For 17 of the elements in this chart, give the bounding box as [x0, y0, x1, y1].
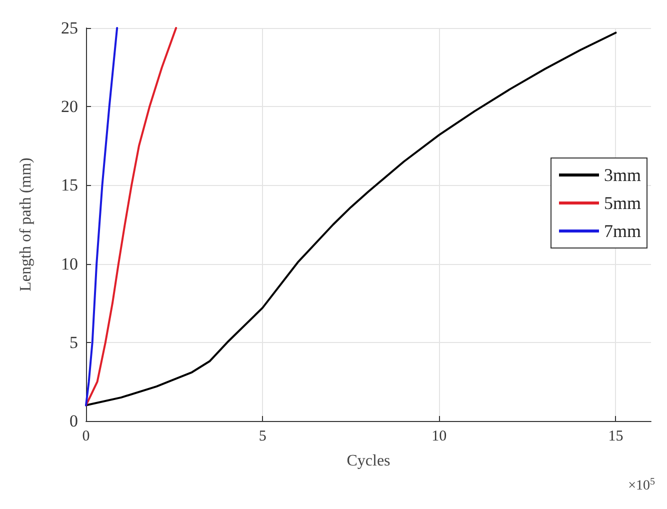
x-axis-title: Cycles [346, 452, 390, 470]
y-tick-label: 15 [61, 176, 78, 195]
x-tick-label: 0 [82, 428, 90, 444]
y-axis-title: Length of path (mm) [18, 158, 34, 292]
legend-label: 7mm [604, 221, 642, 241]
y-tick-label: 20 [61, 97, 78, 116]
y-tick-label: 5 [70, 332, 78, 352]
y-tick-label: 0 [70, 412, 78, 430]
x-tick-label: 10 [432, 428, 447, 444]
legend-label: 3mm [604, 165, 642, 185]
x-tick-label: 5 [258, 428, 266, 444]
line-series [85, 27, 118, 406]
x-tick-label: 15 [608, 428, 624, 444]
y-tick-label: 25 [61, 18, 78, 38]
y-tick-label: 10 [61, 254, 78, 274]
legend-label: 5mm [604, 193, 642, 213]
line-series [85, 27, 178, 406]
